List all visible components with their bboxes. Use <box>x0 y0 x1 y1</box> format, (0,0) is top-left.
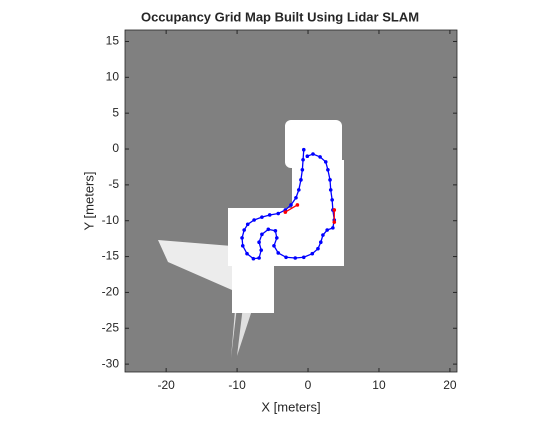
axes-box <box>124 29 458 373</box>
trajectory-point <box>295 203 300 207</box>
trajectory-point <box>328 188 333 192</box>
trajectory-point <box>289 203 293 207</box>
trajectory-point <box>311 152 315 156</box>
map-free-area <box>232 255 274 313</box>
trajectory-point <box>242 228 246 232</box>
trajectory-point <box>330 198 334 202</box>
trajectory-point <box>323 160 328 164</box>
x-axis-label: X [meters] <box>261 399 320 414</box>
trajectory-point <box>297 188 301 192</box>
y-tick-label: -10 <box>102 213 120 227</box>
trajectory-point <box>266 227 271 232</box>
plot-layer <box>240 147 337 261</box>
trajectory-point <box>301 147 306 152</box>
trajectory-point <box>310 251 315 256</box>
trajectory-point <box>301 255 306 260</box>
chart-title: Occupancy Grid Map Built Using Lidar SLA… <box>141 9 419 24</box>
y-tick-label: -25 <box>102 320 120 334</box>
trajectory-point <box>294 195 298 200</box>
trajectory-point <box>276 251 281 255</box>
trajectory-point <box>316 246 320 251</box>
x-tick-label: -20 <box>157 378 175 392</box>
y-tick-label: -15 <box>102 249 120 263</box>
trajectory-point <box>284 255 288 260</box>
trajectory-point <box>257 240 261 245</box>
trajectory-point <box>272 244 276 248</box>
trajectory-point <box>332 208 337 212</box>
y-axis-label: Y [meters] <box>81 171 96 230</box>
y-tick-label: -30 <box>102 356 120 370</box>
trajectory-line <box>284 204 335 223</box>
trajectory-point <box>299 178 303 182</box>
y-tick-label: 5 <box>112 105 119 119</box>
trajectory-point <box>326 168 330 172</box>
y-tick-label: -5 <box>108 177 119 191</box>
trajectory-point <box>305 154 310 158</box>
trajectory-point <box>293 256 298 260</box>
trajectory-point <box>257 256 261 260</box>
trajectory-point <box>318 240 323 245</box>
y-tick-label: 10 <box>106 69 120 83</box>
y-tick-label: 0 <box>112 141 119 155</box>
trajectory-point <box>267 213 272 217</box>
trajectory-point <box>245 222 250 227</box>
trajectory-point <box>240 244 245 248</box>
x-tick-label: 10 <box>372 378 386 392</box>
trajectory-point <box>259 248 264 252</box>
y-tick-label: -20 <box>102 285 120 299</box>
map-free-fan <box>158 240 232 290</box>
plot-background <box>125 30 457 372</box>
trajectory-point <box>260 215 264 219</box>
x-tick-label: 20 <box>443 378 457 392</box>
trajectory-point <box>332 220 337 224</box>
trajectory-point <box>273 228 278 233</box>
trajectory-point <box>331 226 335 230</box>
trajectory-point <box>300 168 305 172</box>
trajectory-point <box>260 232 264 237</box>
trajectory-point <box>301 157 305 162</box>
trajectory-point <box>275 236 279 240</box>
trajectory-point <box>252 218 256 222</box>
trajectory-point <box>276 211 281 216</box>
x-tick-label: 0 <box>305 378 312 392</box>
map-free-area <box>285 120 342 168</box>
trajectory-line <box>241 149 335 260</box>
trajectory-point <box>283 210 288 214</box>
trajectory-point <box>240 236 244 240</box>
y-tick-label: 15 <box>106 34 120 48</box>
trajectory-point <box>251 256 256 261</box>
trajectory-point <box>325 228 329 232</box>
trajectory-point <box>318 155 322 159</box>
trajectory-point <box>321 233 325 237</box>
trajectory-point <box>245 251 249 256</box>
trajectory-point <box>328 178 332 182</box>
x-tick-label: -10 <box>228 378 246 392</box>
